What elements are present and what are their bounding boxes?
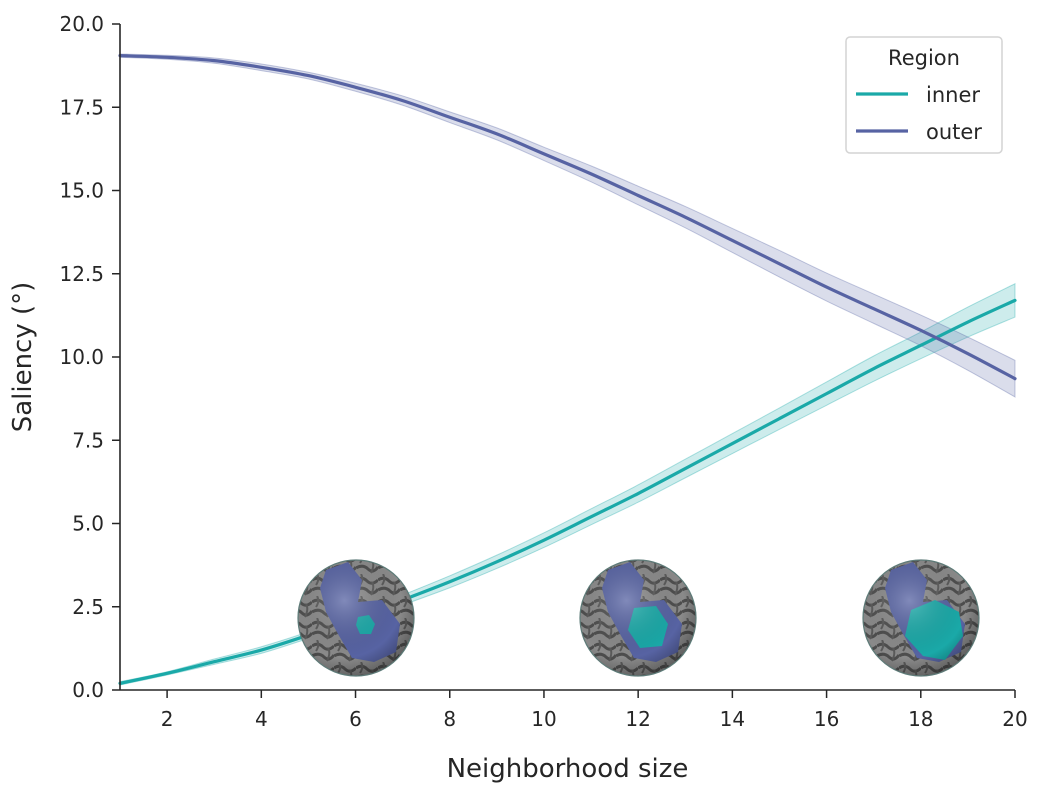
brain-sphere-inset-3 bbox=[862, 559, 980, 677]
y-tick-label: 0.0 bbox=[72, 678, 104, 702]
band-inner bbox=[119, 282, 1016, 686]
x-tick-label: 2 bbox=[161, 707, 174, 731]
y-tick-label: 12.5 bbox=[59, 262, 104, 286]
series-lines bbox=[118, 54, 1017, 685]
band-outer bbox=[119, 53, 1016, 398]
x-tick-label: 18 bbox=[908, 707, 933, 731]
x-tick-label: 8 bbox=[443, 707, 456, 731]
brain-sphere-insets bbox=[297, 559, 980, 677]
y-tick-label: 10.0 bbox=[59, 345, 104, 369]
sphere-outline bbox=[297, 559, 415, 677]
x-tick-label: 14 bbox=[720, 707, 745, 731]
x-tick-label: 6 bbox=[349, 707, 362, 731]
legend-title: Region bbox=[888, 46, 960, 70]
y-tick-label: 15.0 bbox=[59, 179, 104, 203]
series-line-inner bbox=[118, 298, 1017, 685]
x-axis-title: Neighborhood size bbox=[447, 754, 689, 784]
legend-box bbox=[845, 36, 1003, 154]
x-tick-label: 4 bbox=[255, 707, 268, 731]
legend: Region inner outer bbox=[845, 36, 1003, 154]
x-tick-label: 10 bbox=[531, 707, 556, 731]
y-axis-title: Saliency (°) bbox=[8, 282, 38, 433]
legend-label-inner: inner bbox=[926, 83, 980, 107]
y-tick-label: 17.5 bbox=[59, 95, 104, 119]
y-tick-label: 5.0 bbox=[72, 512, 104, 536]
sphere-outline bbox=[862, 559, 980, 677]
y-tick-label: 20.0 bbox=[59, 12, 104, 36]
y-tick-label: 2.5 bbox=[72, 595, 104, 619]
confidence-bands bbox=[119, 53, 1016, 686]
sphere-outline bbox=[579, 559, 697, 677]
x-tick-label: 20 bbox=[1002, 707, 1027, 731]
x-tick-label: 16 bbox=[814, 707, 839, 731]
x-tick-label: 12 bbox=[625, 707, 650, 731]
series-line-outer bbox=[118, 54, 1017, 381]
brain-sphere-inset-1 bbox=[297, 559, 415, 677]
legend-label-outer: outer bbox=[926, 120, 982, 144]
axes: 2 4 6 8 10 12 14 16 18 20 0.0 2.5 5.0 7.5 10.0 12.5 15.0… bbox=[8, 12, 1028, 784]
brain-sphere-inset-2 bbox=[579, 559, 697, 677]
y-tick-label: 7.5 bbox=[72, 428, 104, 452]
